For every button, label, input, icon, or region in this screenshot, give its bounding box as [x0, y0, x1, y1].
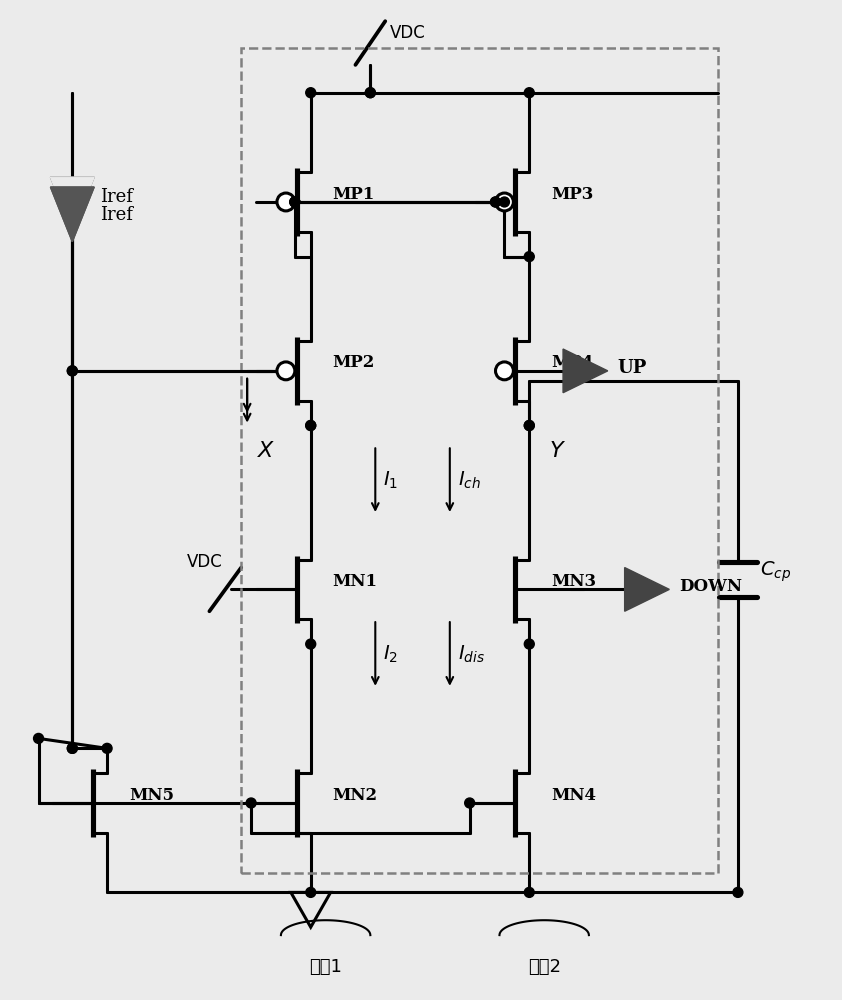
Circle shape — [525, 252, 534, 262]
Polygon shape — [51, 177, 94, 232]
Circle shape — [491, 197, 500, 207]
Text: MP3: MP3 — [552, 186, 594, 203]
Circle shape — [365, 88, 376, 98]
Circle shape — [102, 743, 112, 753]
Circle shape — [306, 88, 316, 98]
Text: Iref: Iref — [100, 206, 133, 224]
Circle shape — [290, 197, 300, 207]
Text: MN5: MN5 — [129, 787, 174, 804]
Circle shape — [525, 639, 534, 649]
Text: MN1: MN1 — [333, 573, 377, 590]
Text: MP1: MP1 — [333, 186, 375, 203]
Text: UP: UP — [618, 359, 647, 377]
Circle shape — [277, 193, 295, 211]
Circle shape — [306, 639, 316, 649]
Text: $Y$: $Y$ — [549, 440, 566, 462]
Text: 支路1: 支路1 — [309, 958, 342, 976]
Polygon shape — [51, 187, 94, 242]
Circle shape — [499, 197, 509, 207]
Text: $C_{cp}$: $C_{cp}$ — [759, 559, 791, 584]
Polygon shape — [563, 349, 608, 393]
Text: 支路2: 支路2 — [528, 958, 561, 976]
Circle shape — [525, 887, 534, 897]
Circle shape — [525, 421, 534, 430]
Circle shape — [306, 421, 316, 430]
Circle shape — [365, 88, 376, 98]
Polygon shape — [51, 177, 94, 232]
Text: $X$: $X$ — [257, 440, 275, 462]
Circle shape — [465, 798, 475, 808]
Circle shape — [495, 193, 514, 211]
Text: MN2: MN2 — [333, 787, 378, 804]
Text: MP4: MP4 — [552, 354, 594, 371]
Text: VDC: VDC — [187, 553, 222, 571]
Bar — [241, 48, 718, 873]
Circle shape — [495, 362, 514, 380]
Circle shape — [733, 887, 743, 897]
Circle shape — [525, 421, 534, 430]
Circle shape — [277, 362, 295, 380]
Text: DOWN: DOWN — [679, 578, 743, 595]
Circle shape — [306, 421, 316, 430]
Polygon shape — [625, 568, 669, 611]
Text: MN3: MN3 — [552, 573, 596, 590]
Circle shape — [290, 197, 300, 207]
Circle shape — [306, 887, 316, 897]
Text: $I_2$: $I_2$ — [383, 643, 398, 665]
Circle shape — [246, 798, 256, 808]
Circle shape — [67, 743, 77, 753]
Text: MP2: MP2 — [333, 354, 375, 371]
Circle shape — [525, 88, 534, 98]
Text: $I_{dis}$: $I_{dis}$ — [458, 643, 485, 665]
Circle shape — [34, 733, 44, 743]
Text: VDC: VDC — [390, 24, 426, 42]
Circle shape — [67, 743, 77, 753]
Text: $I_{ch}$: $I_{ch}$ — [458, 469, 481, 491]
Text: $I_1$: $I_1$ — [383, 469, 398, 491]
Circle shape — [67, 366, 77, 376]
Circle shape — [290, 197, 300, 207]
Text: MN4: MN4 — [552, 787, 596, 804]
Circle shape — [491, 197, 500, 207]
Circle shape — [67, 366, 77, 376]
Text: Iref: Iref — [100, 188, 133, 206]
